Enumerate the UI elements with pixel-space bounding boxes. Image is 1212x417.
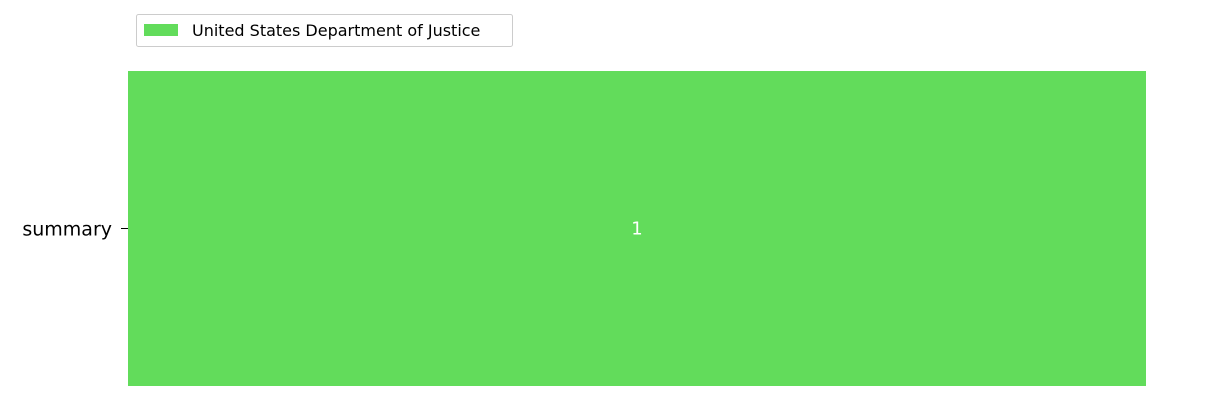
data-label-summary-series-0: 1 — [631, 219, 642, 240]
legend-label: United States Department of Justice — [192, 21, 480, 40]
legend-swatch — [144, 24, 178, 36]
y-axis: summary — [22, 219, 128, 241]
bars-layer — [128, 71, 1146, 386]
data-labels-layer: 1 — [631, 219, 642, 240]
legend: United States Department of Justice — [136, 14, 513, 47]
y-tick-label: summary — [22, 219, 112, 241]
bar-summary-series-0 — [128, 71, 1146, 386]
legend-box — [136, 14, 513, 47]
